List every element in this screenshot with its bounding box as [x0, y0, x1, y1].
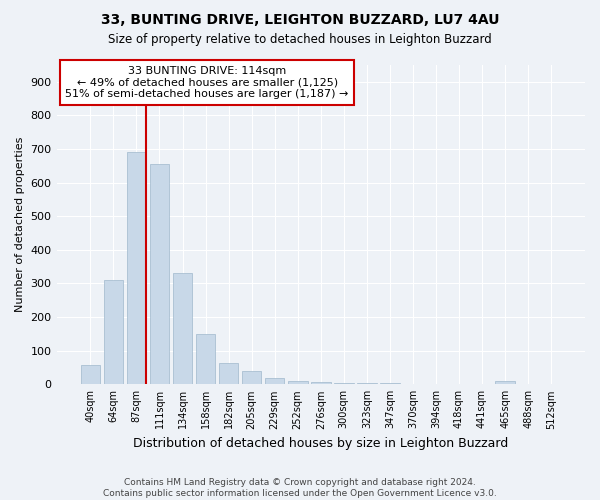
Bar: [311, 382, 331, 384]
Text: Contains HM Land Registry data © Crown copyright and database right 2024.
Contai: Contains HM Land Registry data © Crown c…: [103, 478, 497, 498]
Bar: [80, 365, 100, 384]
Y-axis label: Number of detached properties: Number of detached properties: [15, 137, 25, 312]
Bar: [265, 378, 284, 384]
Bar: [357, 383, 377, 384]
Bar: [127, 152, 146, 384]
Bar: [149, 164, 169, 384]
Text: 33 BUNTING DRIVE: 114sqm
← 49% of detached houses are smaller (1,125)
51% of sem: 33 BUNTING DRIVE: 114sqm ← 49% of detach…: [65, 66, 349, 99]
Bar: [496, 381, 515, 384]
Bar: [242, 371, 262, 384]
Bar: [219, 364, 238, 384]
Bar: [288, 381, 308, 384]
Bar: [196, 334, 215, 384]
Bar: [173, 274, 193, 384]
Text: 33, BUNTING DRIVE, LEIGHTON BUZZARD, LU7 4AU: 33, BUNTING DRIVE, LEIGHTON BUZZARD, LU7…: [101, 12, 499, 26]
Bar: [104, 280, 123, 384]
Bar: [334, 382, 353, 384]
Text: Size of property relative to detached houses in Leighton Buzzard: Size of property relative to detached ho…: [108, 32, 492, 46]
X-axis label: Distribution of detached houses by size in Leighton Buzzard: Distribution of detached houses by size …: [133, 437, 508, 450]
